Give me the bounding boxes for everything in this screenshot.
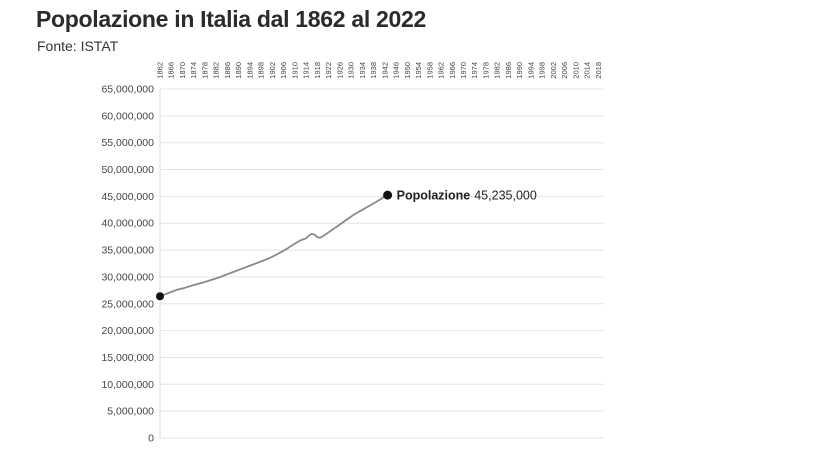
x-tick-label: 2014 [583, 62, 592, 79]
y-tick-label: 25,000,000 [101, 298, 154, 310]
x-tick-label: 1866 [167, 62, 176, 79]
x-tick-label: 1906 [279, 62, 288, 79]
x-tick-label: 1954 [414, 62, 423, 79]
x-axis-ticks: 1862 1866 1870 1874 1878 1882 1886 1890 1894 1898… [156, 62, 603, 79]
x-tick-label: 1870 [178, 62, 187, 79]
x-tick-label: 2010 [571, 62, 580, 79]
x-tick-label: 1958 [425, 62, 434, 79]
x-tick-label: 1986 [504, 62, 513, 79]
x-tick-label: 1914 [302, 62, 311, 79]
x-tick-label: 1994 [526, 62, 535, 79]
x-tick-label: 2002 [549, 62, 558, 79]
x-tick-label: 1934 [358, 62, 367, 79]
end-label: Popolazione 45,235,000 [397, 189, 537, 203]
y-tick-label: 50,000,000 [101, 164, 154, 176]
y-tick-label: 30,000,000 [101, 271, 154, 283]
x-tick-label: 1902 [268, 62, 277, 79]
x-tick-label: 1862 [156, 62, 165, 79]
x-tick-label: 1894 [245, 62, 254, 79]
y-tick-label: 35,000,000 [101, 245, 154, 257]
x-tick-label: 1982 [493, 62, 502, 79]
x-tick-label: 2006 [560, 62, 569, 79]
x-tick-label: 2018 [594, 62, 603, 79]
y-tick-label: 60,000,000 [101, 110, 154, 122]
x-tick-label: 1978 [481, 62, 490, 79]
x-tick-label: 1918 [313, 62, 322, 79]
x-tick-label: 1890 [234, 62, 243, 79]
x-tick-label: 1974 [470, 62, 479, 79]
x-tick-label: 1874 [189, 62, 198, 79]
chart-title: Popolazione in Italia dal 1862 al 2022 [36, 6, 426, 32]
y-tick-label: 10,000,000 [101, 379, 154, 391]
x-tick-label: 1926 [335, 62, 344, 79]
x-tick-label: 1898 [257, 62, 266, 79]
y-tick-label: 5,000,000 [107, 406, 154, 418]
x-tick-label: 1970 [459, 62, 468, 79]
y-tick-label: 20,000,000 [101, 325, 154, 337]
y-tick-label: 45,000,000 [101, 191, 154, 203]
x-tick-label: 1966 [448, 62, 457, 79]
chart-source: Fonte: ISTAT [37, 38, 119, 54]
x-tick-label: 1938 [369, 62, 378, 79]
x-tick-label: 1942 [380, 62, 389, 79]
gridlines [159, 88, 604, 439]
series-layer: Popolazione 45,235,000 [156, 189, 537, 301]
y-tick-label: 15,000,000 [101, 352, 154, 364]
x-tick-label: 1930 [347, 62, 356, 79]
y-tick-label: 65,000,000 [101, 84, 154, 96]
y-tick-label: 40,000,000 [101, 218, 154, 230]
x-tick-label: 1878 [200, 62, 209, 79]
series-line [159, 194, 388, 298]
x-tick-label: 1910 [290, 62, 299, 79]
x-tick-label: 1962 [437, 62, 446, 79]
end-point [383, 190, 393, 200]
x-tick-label: 1990 [515, 62, 524, 79]
y-axis-ticks: 0 5,000,000 10,000,000 15,000,000 20,000,000… [101, 84, 154, 445]
end-label-series-name: Popolazione [397, 189, 471, 203]
y-tick-label: 55,000,000 [101, 137, 154, 149]
x-tick-label: 1946 [392, 62, 401, 79]
x-tick-label: 1886 [223, 62, 232, 79]
x-tick-label: 1998 [538, 62, 547, 79]
x-tick-label: 1950 [403, 62, 412, 79]
x-tick-label: 1882 [212, 62, 221, 79]
start-point [156, 292, 164, 301]
x-tick-label: 1922 [324, 62, 333, 79]
y-tick-label: 0 [148, 433, 154, 445]
end-label-value: 45,235,000 [474, 189, 537, 203]
